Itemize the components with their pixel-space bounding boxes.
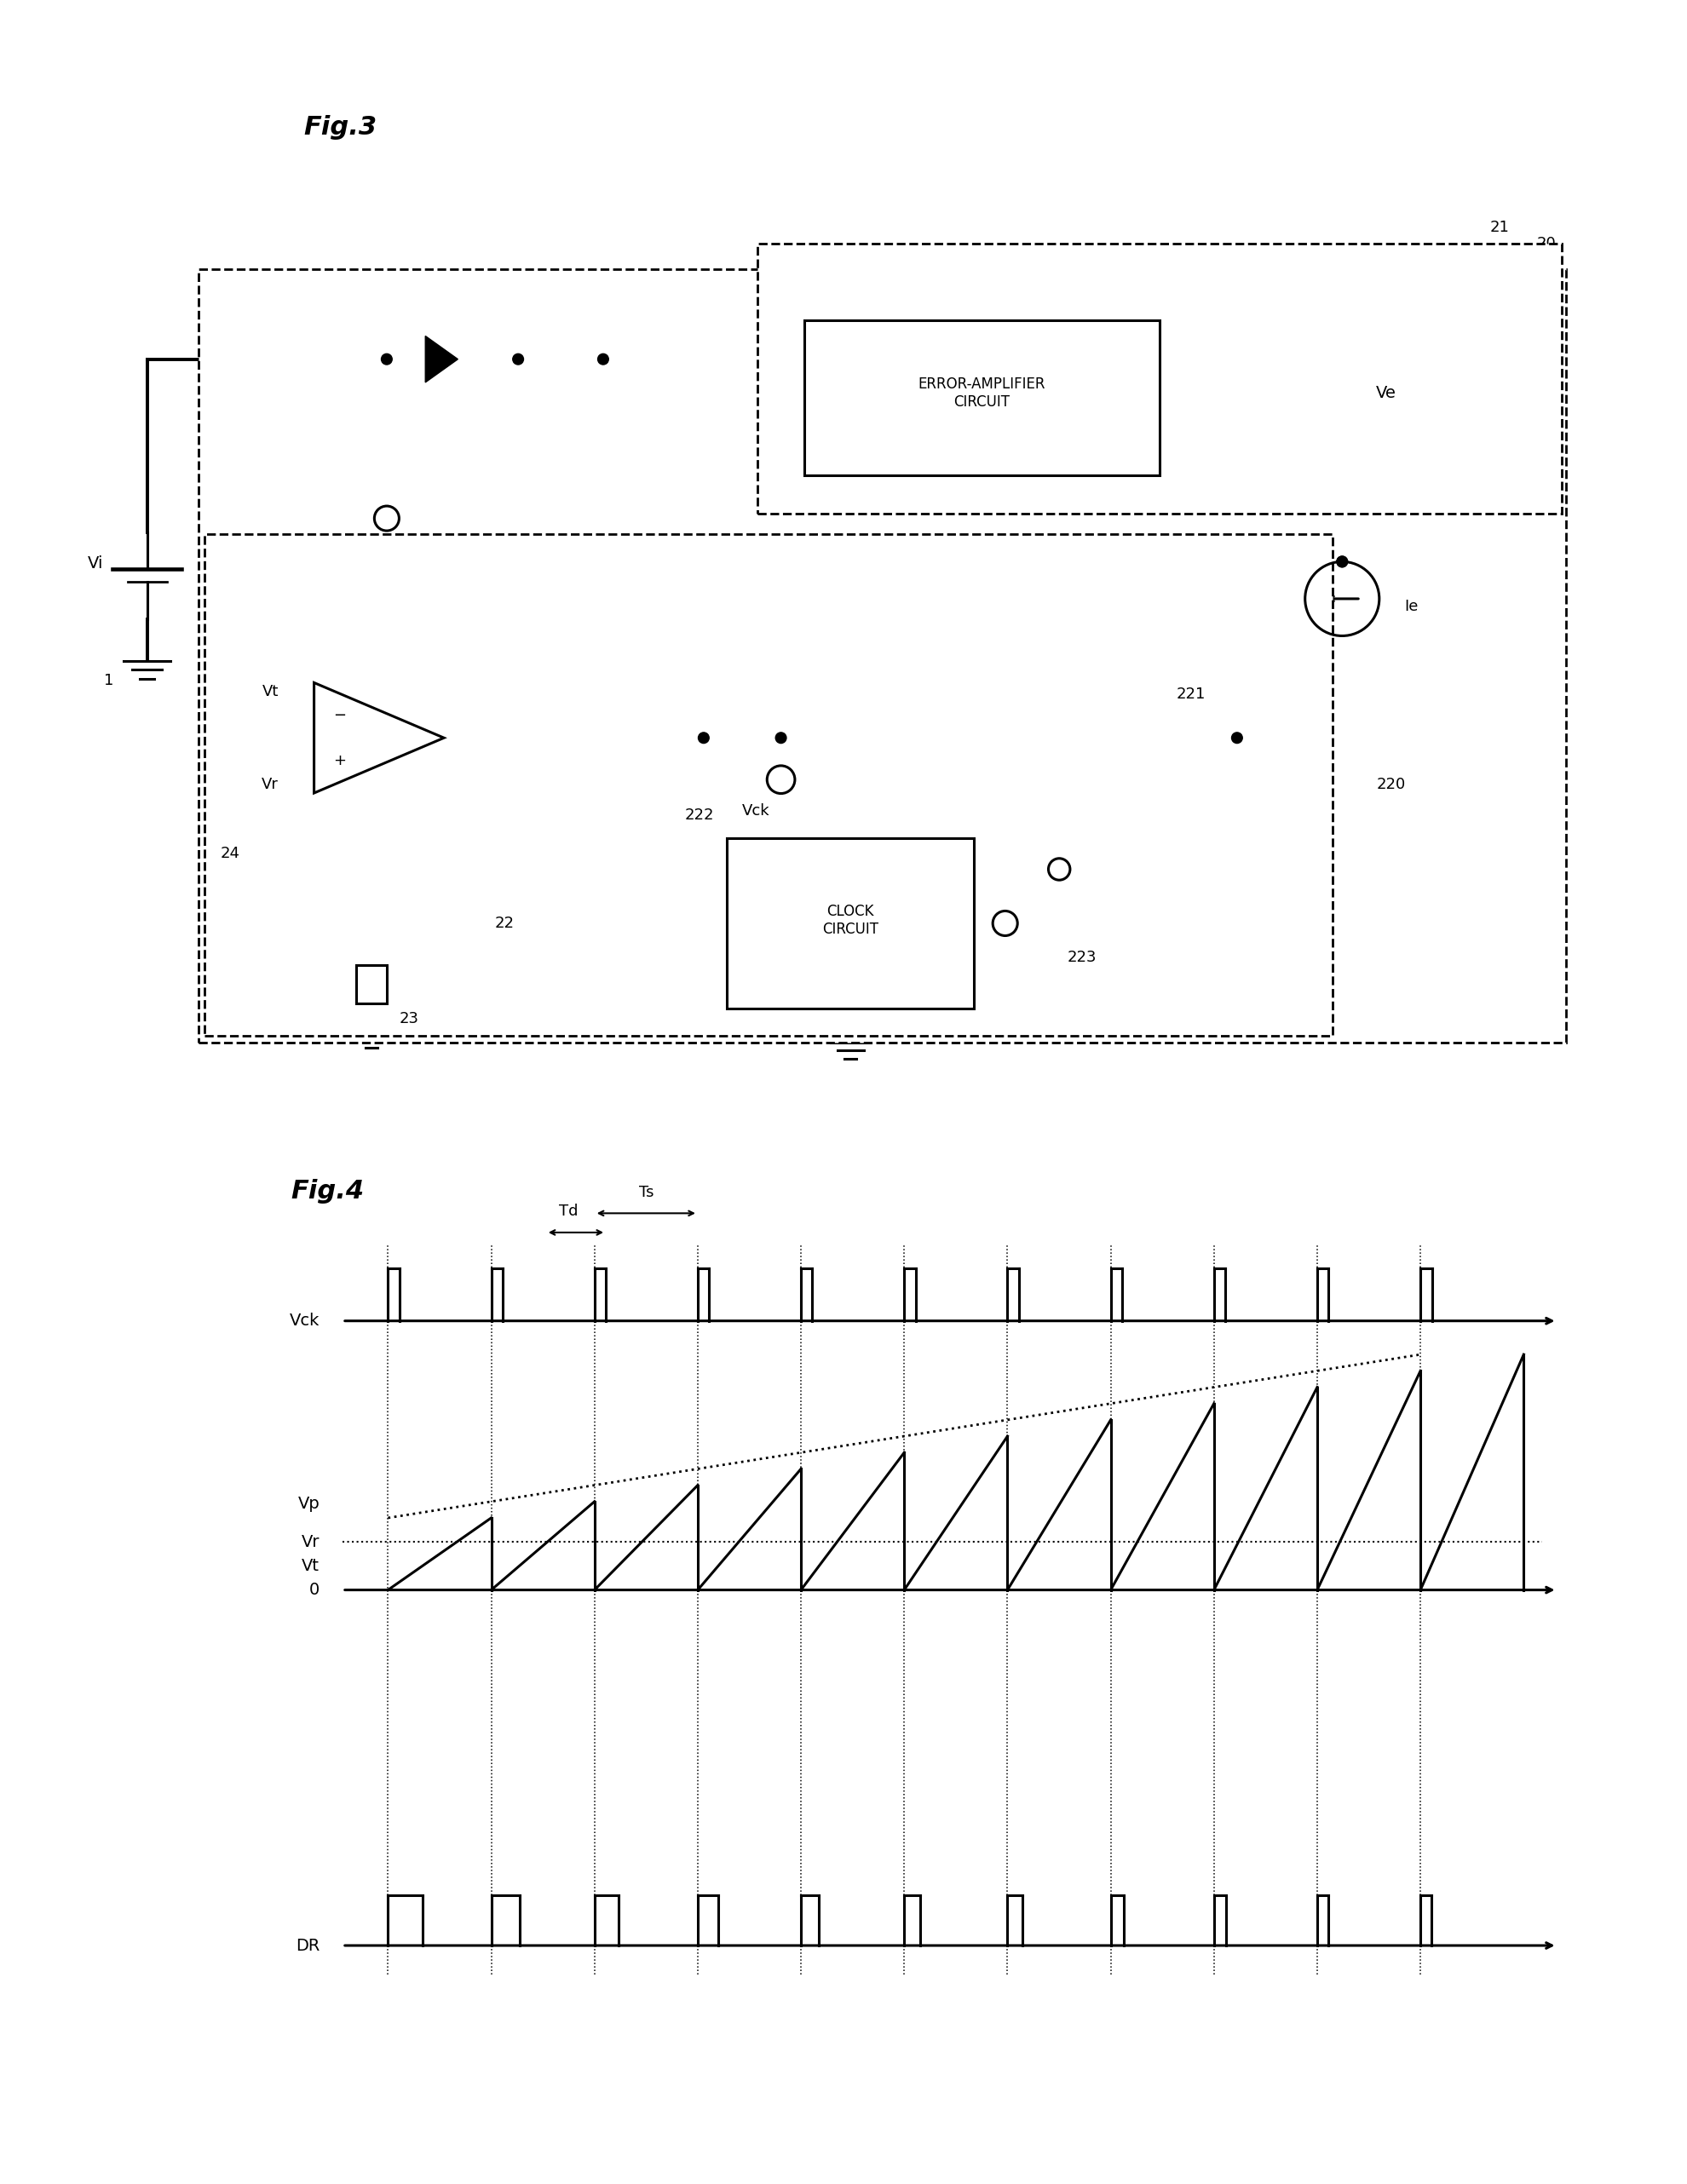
Text: CLOCK
CIRCUIT: CLOCK CIRCUIT [822, 904, 879, 937]
Circle shape [513, 354, 523, 365]
Text: Vo: Vo [693, 352, 714, 367]
Bar [197, 269, 1566, 1042]
Circle shape [381, 354, 391, 365]
Circle shape [597, 354, 609, 365]
Text: 1: 1 [103, 673, 113, 688]
Text: Ie: Ie [1405, 598, 1419, 614]
Circle shape [1336, 557, 1348, 568]
Circle shape [1336, 557, 1348, 568]
Text: 20: 20 [1537, 236, 1555, 251]
Text: Ve: Ve [1377, 384, 1397, 402]
Text: 4: 4 [459, 310, 469, 325]
Bar [356, 965, 386, 1005]
Text: 24: 24 [221, 845, 240, 860]
Text: 2: 2 [243, 317, 253, 332]
Circle shape [1232, 732, 1242, 743]
Text: Td: Td [558, 1203, 579, 1219]
Text: ERROR-AMPLIFIER
CIRCUIT: ERROR-AMPLIFIER CIRCUIT [918, 376, 1046, 411]
Text: Vt: Vt [261, 684, 278, 699]
Text: 23: 23 [400, 1011, 418, 1026]
Bar [204, 533, 1333, 1035]
Text: DR: DR [224, 511, 246, 526]
Text: 222: 222 [685, 808, 715, 823]
Bar [757, 242, 1562, 513]
Text: DR: DR [295, 1937, 321, 1955]
Text: 0: 0 [309, 1581, 321, 1599]
Text: 5: 5 [477, 367, 488, 382]
Text: Vck: Vck [290, 1313, 321, 1330]
Text: Vr: Vr [302, 1533, 321, 1551]
Text: Vi: Vi [88, 555, 105, 572]
Polygon shape [425, 336, 457, 382]
Text: Fig.4: Fig.4 [290, 1179, 364, 1203]
Text: 220: 220 [1377, 778, 1405, 793]
Text: 223: 223 [1066, 950, 1097, 965]
Text: 3: 3 [410, 550, 420, 566]
Text: Fig.3: Fig.3 [304, 116, 376, 140]
Text: 22: 22 [494, 915, 515, 930]
Circle shape [776, 732, 786, 743]
Text: Vt: Vt [302, 1557, 321, 1575]
Bar [727, 839, 973, 1009]
Text: +: + [334, 753, 346, 769]
Text: 221: 221 [1176, 688, 1205, 703]
Circle shape [698, 732, 709, 743]
Text: Vck: Vck [742, 804, 769, 819]
Text: Ts: Ts [639, 1184, 653, 1199]
Text: 21: 21 [1490, 221, 1510, 236]
Text: Vr: Vr [261, 778, 278, 793]
Text: Vp: Vp [297, 1496, 321, 1511]
Text: −: − [334, 708, 346, 723]
Bar [805, 321, 1159, 476]
